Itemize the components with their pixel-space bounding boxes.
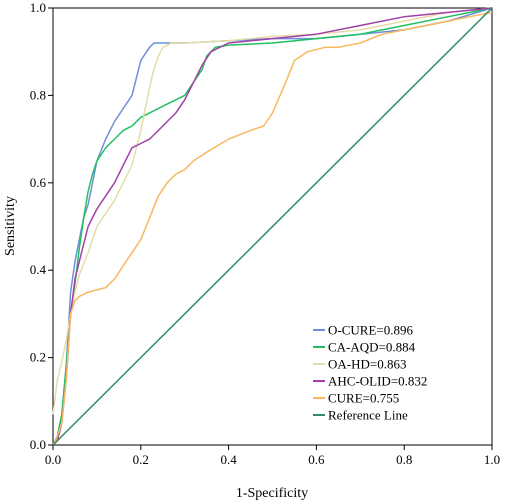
y-tick-label: 1.0	[30, 0, 46, 15]
series-group	[52, 7, 493, 446]
x-tick-label: 0.0	[45, 452, 61, 467]
legend-label-0: O-CURE=0.896	[328, 323, 413, 338]
x-tick-label: 0.2	[133, 452, 149, 467]
legend-label-5: Reference Line	[328, 408, 408, 423]
x-axis-ticks: 0.0 0.2 0.4 0.6 0.8 1.0	[45, 445, 500, 467]
legend-label-4: CURE=0.755	[328, 391, 399, 406]
legend-label-1: CA-AQD=0.884	[328, 340, 416, 355]
y-axis-title: Sensitivity	[3, 196, 18, 256]
y-tick-label: 0.6	[30, 175, 47, 190]
series-line-5	[52, 7, 493, 446]
y-tick-label: 0.0	[30, 437, 46, 452]
x-tick-label: 0.8	[396, 452, 412, 467]
x-tick-label: 1.0	[484, 452, 500, 467]
y-tick-label: 0.4	[30, 262, 47, 277]
series-line-4	[52, 11, 493, 446]
y-tick-label: 0.2	[30, 350, 46, 365]
legend-label-2: OA-HD=0.863	[328, 357, 406, 372]
legend-label-3: AHC-OLID=0.832	[328, 374, 427, 389]
x-axis-title: 1-Specificity	[236, 486, 308, 501]
y-axis-ticks: 0.0 0.2 0.4 0.6 0.8 1.0	[30, 0, 53, 452]
x-tick-label: 0.6	[308, 452, 325, 467]
legend: O-CURE=0.896 CA-AQD=0.884 OA-HD=0.863 AHC-O…	[313, 323, 427, 423]
y-tick-label: 0.8	[30, 87, 46, 102]
series-line-3	[52, 7, 493, 446]
x-tick-label: 0.4	[220, 452, 237, 467]
